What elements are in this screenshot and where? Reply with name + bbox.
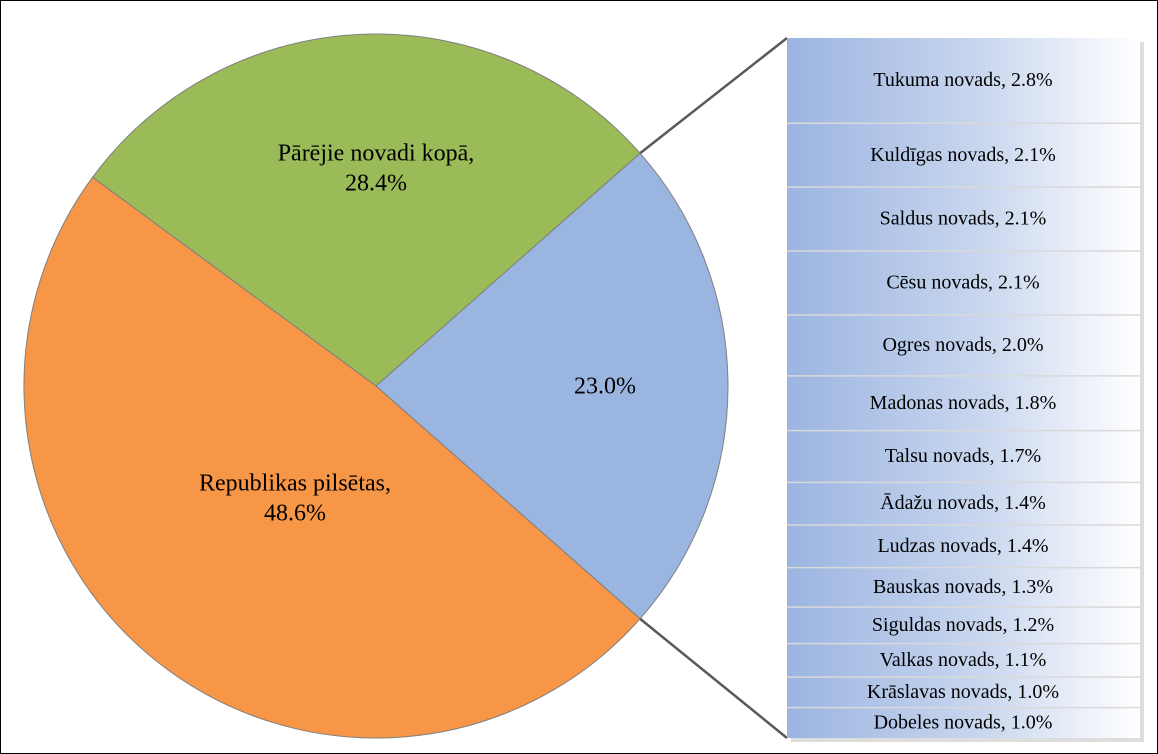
segment-label: Tukuma novads, 2.8% xyxy=(873,69,1052,91)
segment-label: Dobeles novads, 1.0% xyxy=(874,711,1053,733)
segment-label: Ludzas novads, 1.4% xyxy=(877,535,1048,557)
bar-segment xyxy=(787,38,1140,124)
bar-segment xyxy=(787,567,1140,608)
connector xyxy=(639,617,788,739)
bar-segment xyxy=(787,643,1140,678)
bar-segment xyxy=(787,123,1140,188)
segment-label: Madonas novads, 1.8% xyxy=(870,392,1057,414)
bar-segment xyxy=(787,707,1140,738)
slice-label: 23.0% xyxy=(574,374,636,400)
segment-label: Ogres novads, 2.0% xyxy=(882,334,1043,356)
pie-slice xyxy=(91,33,641,387)
segment-label: Valkas novads, 1.1% xyxy=(880,649,1047,671)
bar-segment xyxy=(787,524,1140,568)
bar-segment xyxy=(787,482,1140,525)
slice-label: 48.6% xyxy=(264,501,326,527)
bar-segment xyxy=(787,251,1140,315)
bar-segment xyxy=(787,430,1140,483)
segment-label: Cēsu novads, 2.1% xyxy=(886,272,1039,294)
bar-segment xyxy=(787,375,1140,431)
segment-label: Krāslavas novads, 1.0% xyxy=(867,681,1059,703)
connector xyxy=(639,37,788,155)
bar-segment xyxy=(787,677,1140,708)
segment-label: Siguldas novads, 1.2% xyxy=(872,614,1054,636)
slice-label: 28.4% xyxy=(345,171,407,197)
bar-segment xyxy=(787,607,1140,644)
segment-label: Talsu novads, 1.7% xyxy=(885,445,1041,467)
pie-slice xyxy=(375,152,729,620)
slice-label: Republikas pilsētas, xyxy=(199,471,391,497)
segment-label: Kuldīgas novads, 2.1% xyxy=(870,144,1056,166)
slice-label: Pārējie novadi kopā, xyxy=(278,141,475,167)
bar-segment xyxy=(787,187,1140,252)
bar-segment xyxy=(787,314,1140,376)
segment-label: Bauskas novads, 1.3% xyxy=(873,576,1053,598)
segment-label: Saldus novads, 2.1% xyxy=(880,208,1047,230)
pie-slice xyxy=(23,176,641,739)
segment-label: Ādažu novads, 1.4% xyxy=(880,492,1046,514)
